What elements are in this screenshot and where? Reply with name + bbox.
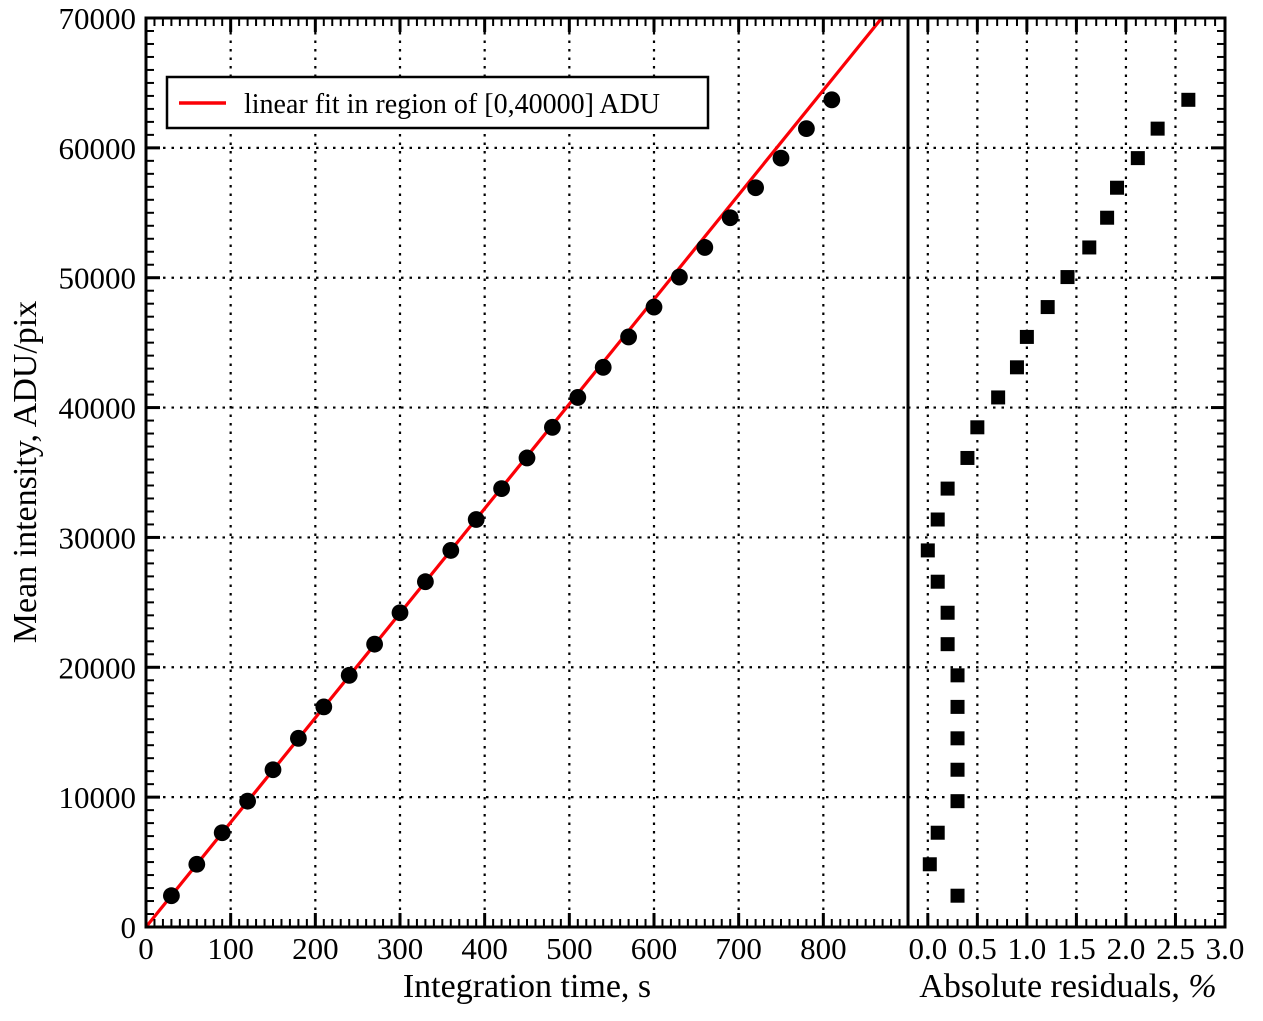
intensity-data-point: [594, 358, 612, 376]
residual-data-point: [940, 637, 955, 652]
left-y-tick-label: 0: [121, 910, 137, 945]
residual-data-point: [1060, 270, 1075, 285]
residual-data-point: [1181, 92, 1196, 107]
intensity-data-point: [772, 149, 790, 167]
intensity-data-point: [467, 511, 485, 528]
intensity-data-point: [645, 298, 663, 316]
intensity-data-point: [696, 239, 714, 256]
right-x-tick-label: 1.5: [1057, 931, 1096, 966]
right-x-tick-label: 3.0: [1206, 931, 1245, 966]
intensity-data-point: [391, 604, 409, 622]
left-y-tick-label: 30000: [59, 520, 137, 555]
left-x-tick-label: 400: [461, 931, 508, 966]
residual-data-point: [1110, 180, 1125, 195]
legend-label: linear fit in region of [0,40000] ADU: [244, 89, 660, 120]
tick-labels-layer: 0 100 200 300 400 500 600 700 800 0 10000 20000 3000…: [59, 1, 1245, 966]
intensity-data-point: [188, 855, 206, 873]
residual-data-point: [950, 794, 965, 809]
residual-data-point: [930, 512, 945, 527]
intensity-data-point: [569, 389, 587, 406]
residual-data-point: [922, 857, 937, 872]
gridlines-layer: [146, 18, 1225, 927]
intensity-data-point: [340, 666, 358, 684]
residual-data-point: [950, 762, 965, 777]
left-y-tick-label: 10000: [59, 780, 137, 815]
residual-data-point: [1082, 240, 1097, 255]
intensity-data-point: [264, 761, 282, 779]
residual-data-point: [960, 450, 975, 465]
intensity-data-point: [518, 449, 536, 467]
left-y-tick-label: 60000: [59, 131, 137, 166]
intensity-data-point: [721, 209, 739, 227]
intensity-data-point: [213, 824, 231, 842]
residual-data-point: [1100, 210, 1115, 225]
axis-ticks-layer: [146, 18, 1225, 927]
fit-line-layer: [144, 16, 884, 929]
residual-data-point: [970, 420, 985, 435]
intensity-data-point: [163, 887, 180, 905]
residual-data-point: [920, 543, 935, 558]
left-y-tick-label: 40000: [59, 391, 137, 426]
residual-data-point: [950, 888, 965, 903]
right-x-tick-label: 2.0: [1107, 931, 1146, 966]
residual-data-point: [991, 390, 1006, 405]
left-panel-frame: [144, 16, 910, 929]
intensity-data-point: [493, 480, 510, 498]
right-panel-xaxis-title-main: Absolute residuals,: [919, 968, 1188, 1005]
intensity-data-point: [620, 328, 637, 346]
left-y-tick-label: 20000: [59, 650, 137, 685]
right-x-tick-label: 2.5: [1156, 931, 1195, 966]
residual-data-point: [950, 668, 965, 683]
residual-data-point: [950, 731, 965, 746]
right-panel-xaxis-title: Absolute residuals, %: [919, 968, 1216, 1005]
intensity-data-point: [747, 179, 764, 197]
residual-data-point: [940, 481, 955, 496]
residual-data-point: [940, 605, 955, 620]
left-x-tick-label: 600: [631, 931, 678, 966]
intensity-data-point: [798, 120, 815, 138]
left-x-tick-label: 800: [800, 931, 847, 966]
intensity-data-point: [544, 418, 561, 436]
left-panel-yaxis-title: Mean intensity, ADU/pix: [7, 301, 44, 644]
left-y-tick-label: 50000: [59, 261, 137, 296]
intensity-data-point: [417, 573, 434, 591]
left-x-tick-label: 300: [377, 931, 424, 966]
intensity-data-point: [366, 635, 383, 653]
residual-data-point: [1009, 360, 1024, 375]
percent-symbol: %: [1188, 968, 1216, 1005]
residual-data-point: [930, 574, 945, 589]
right-x-tick-label: 1.0: [1008, 931, 1047, 966]
legend-box: [165, 75, 710, 130]
left-x-tick-label: 100: [207, 931, 254, 966]
residual-data-point: [950, 699, 965, 714]
intensity-data-point: [442, 542, 460, 559]
intensity-data-point: [239, 792, 256, 810]
scatter-points-layer: [163, 91, 1196, 905]
right-x-tick-label: 0.5: [958, 931, 997, 966]
left-x-tick-label: 700: [715, 931, 762, 966]
intensity-data-point: [671, 268, 688, 286]
right-panel-frame: [906, 16, 1227, 929]
panel-frames-layer: [144, 16, 1227, 929]
left-panel-xaxis-title: Integration time, s: [403, 968, 651, 1005]
left-x-tick-label: 0: [138, 931, 154, 966]
residual-data-point: [930, 825, 945, 840]
residual-data-point: [1130, 151, 1145, 166]
residual-data-point: [1040, 300, 1055, 315]
intensity-data-point: [315, 698, 333, 716]
legend: linear fit in region of [0,40000] ADU: [165, 75, 710, 130]
intensity-data-point: [823, 91, 841, 109]
residual-data-point: [1150, 121, 1165, 136]
left-x-tick-label: 500: [546, 931, 593, 966]
residual-data-point: [1019, 329, 1034, 344]
left-y-tick-label: 70000: [59, 1, 137, 36]
right-x-tick-label: 0.0: [908, 931, 947, 966]
left-x-tick-label: 200: [292, 931, 339, 966]
linear-fit-line: [144, 16, 884, 929]
intensity-data-point: [290, 729, 307, 747]
